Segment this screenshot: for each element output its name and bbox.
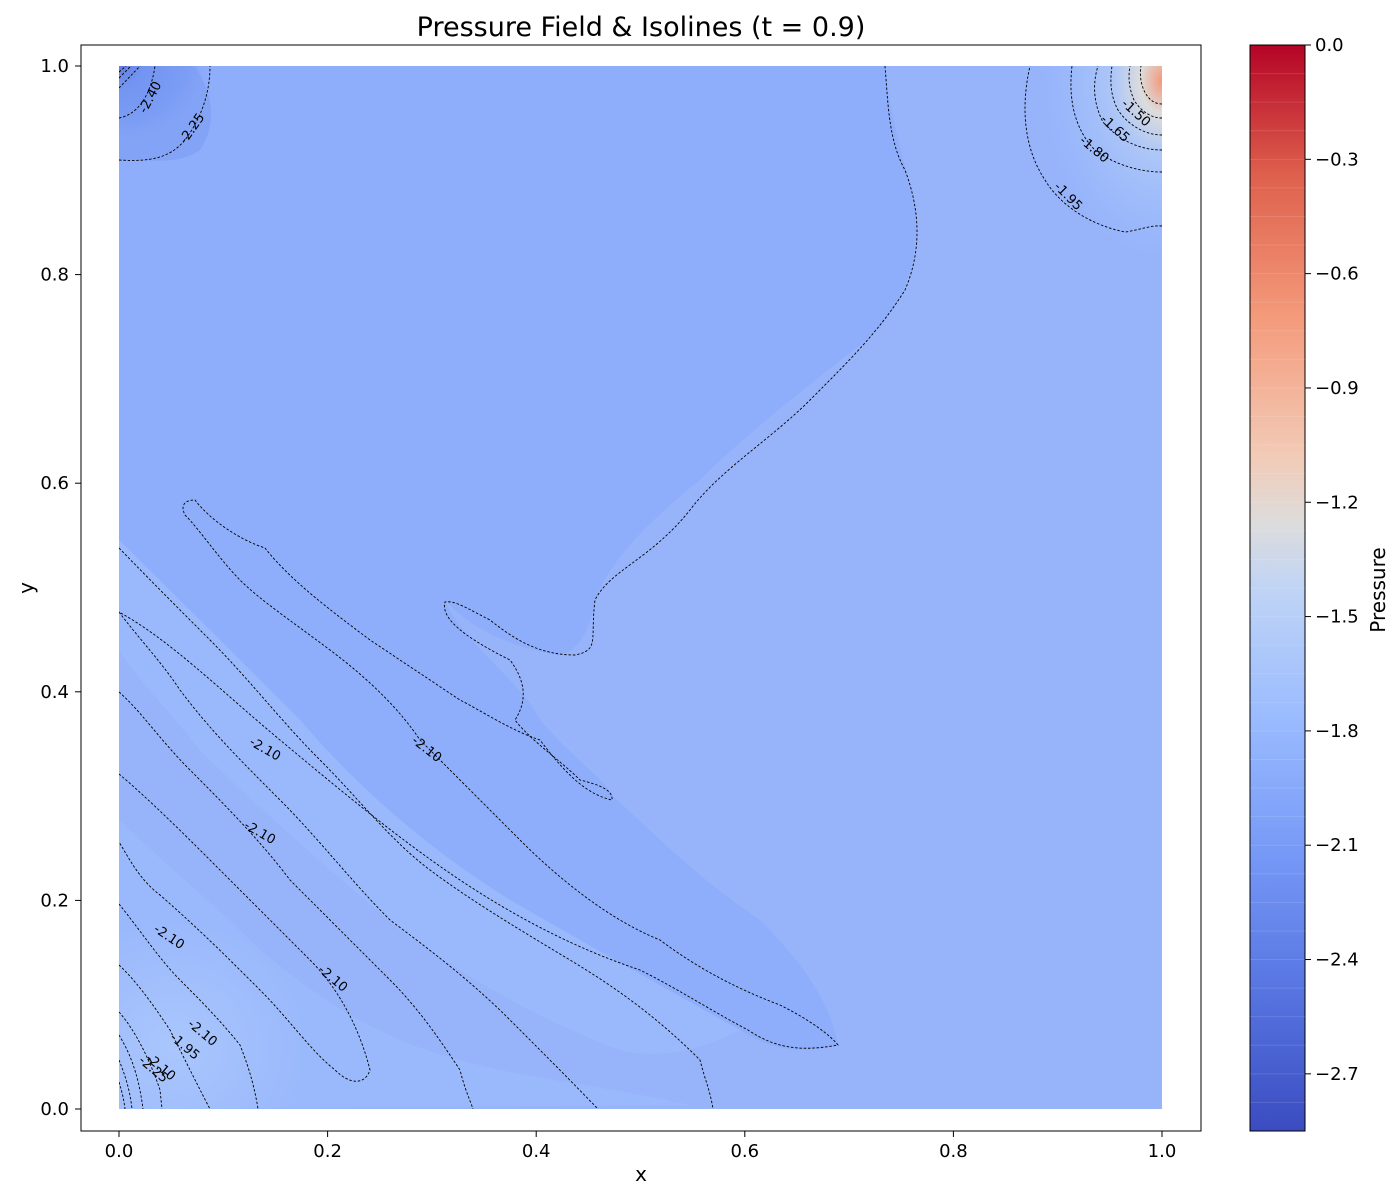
x-tick-label: 0.0 (105, 1141, 134, 1162)
colorbar-tick-label: −2.4 (1315, 950, 1359, 971)
isoline (1110, 66, 1162, 136)
isoline (1139, 66, 1162, 105)
isoline (119, 66, 156, 119)
isoline (119, 66, 127, 73)
colorbar-level-bands (1250, 73, 1305, 1103)
y-tick-label: 0.8 (40, 265, 69, 286)
x-tick-label: 0.4 (522, 1141, 551, 1162)
isoline (119, 903, 259, 1109)
isoline (119, 611, 599, 1109)
colorbar-tick-label: −2.1 (1315, 835, 1359, 856)
isoline (119, 66, 132, 79)
isolines (119, 66, 1162, 1109)
isoline (119, 1034, 144, 1109)
colorbar-tick-label: −1.8 (1315, 721, 1359, 742)
isoline (119, 1011, 163, 1109)
x-tick-label: 0.6 (730, 1141, 759, 1162)
x-axis-ticks: 0.0 0.2 0.4 0.6 0.8 1.0 (105, 1131, 1177, 1162)
colorbar: 0.0−0.3−0.6−0.9−1.2−1.5−1.8−2.1−2.4−2.7 … (1249, 35, 1390, 1132)
isoline (1024, 66, 1162, 233)
isoline (1094, 66, 1162, 151)
colorbar-gradient (1249, 44, 1306, 1132)
isoline (119, 691, 474, 1109)
isoline (119, 1081, 126, 1109)
isoline (119, 773, 371, 1082)
x-tick-label: 0.2 (313, 1141, 342, 1162)
isoline (119, 66, 918, 1049)
x-tick-label: 0.8 (939, 1141, 968, 1162)
y-axis-ticks: 0.0 0.2 0.4 0.6 0.8 1.0 (40, 56, 81, 1120)
x-axis-label: x (635, 1162, 647, 1186)
colorbar-tick-label: −1.5 (1315, 607, 1359, 628)
colorbar-tick-label: 0.0 (1315, 35, 1344, 56)
isoline (1070, 66, 1162, 173)
y-axis-label: y (14, 582, 38, 594)
colorbar-tick-label: −2.7 (1315, 1064, 1359, 1085)
isoline (119, 547, 714, 1109)
y-tick-label: 0.4 (40, 682, 69, 703)
y-tick-label: 0.2 (40, 890, 69, 911)
x-tick-label: 1.0 (1148, 1141, 1177, 1162)
colorbar-ticks: 0.0 −0.3 −0.6 −0.9 −1.2 −1.5 −1.8 −2.1 −2.4 −2.7 (1305, 35, 1359, 1085)
colorbar-tick-label: −1.2 (1315, 492, 1359, 513)
colorbar-tick-label: −0.6 (1315, 264, 1359, 285)
field-region-upper-left-dark (119, 66, 212, 161)
field-band-lower-1 (119, 540, 740, 1054)
colorbar-tick-label: −0.3 (1315, 149, 1359, 170)
pressure-field (119, 66, 1162, 1109)
y-tick-label: 0.6 (40, 473, 69, 494)
field-region-lower-right (119, 66, 1162, 1109)
isoline (119, 66, 211, 161)
field-hotspot-upper-right (962, 66, 1162, 366)
isoline (119, 964, 211, 1109)
colorbar-tick-label: −0.9 (1315, 378, 1359, 399)
y-tick-label: 1.0 (40, 56, 69, 77)
y-tick-label: 0.0 (40, 1099, 69, 1120)
colorbar-label: Pressure (1366, 547, 1390, 632)
field-glow-lower-left (119, 900, 339, 1109)
isoline (119, 66, 141, 89)
isoline (1128, 66, 1162, 119)
chart-title: Pressure Field & Isolines (t = 0.9) (417, 12, 866, 43)
